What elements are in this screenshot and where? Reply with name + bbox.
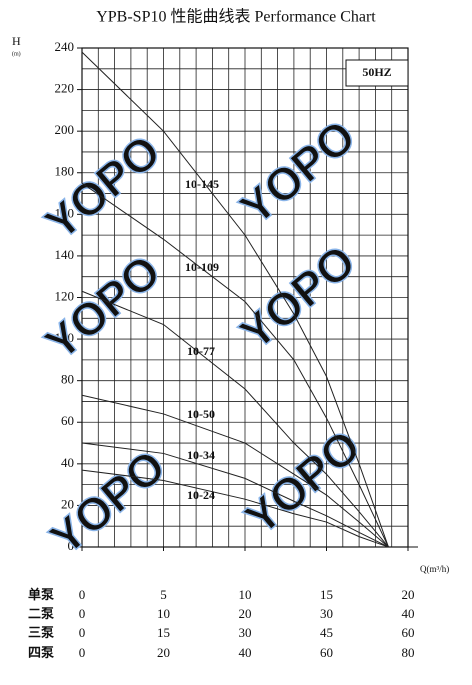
y-tick-label: 200	[55, 122, 75, 137]
x-tick-label: 0	[79, 645, 86, 660]
y-tick-label: 180	[55, 164, 75, 179]
curve	[81, 290, 389, 548]
y-tick-label: 140	[55, 247, 75, 262]
x-tick-label: 80	[402, 645, 415, 660]
y-tick-label: 240	[55, 39, 75, 54]
y-tick-label: 80	[61, 372, 74, 387]
x-axis-label: Q(m³/h)	[420, 564, 449, 574]
x-tick-label: 10	[157, 606, 170, 621]
curve-label: 10-109	[185, 260, 219, 274]
curve-label: 10-34	[187, 448, 215, 462]
y-tick-label: 40	[61, 455, 74, 470]
y-axis-label: H	[12, 34, 21, 48]
y-tick-label: 160	[55, 205, 75, 220]
frequency-label: 50HZ	[362, 65, 391, 79]
x-tick-label: 30	[239, 625, 252, 640]
watermark: YOPO	[230, 109, 365, 234]
x-tick-label: 5	[160, 587, 167, 602]
watermark: YOPO	[35, 244, 170, 369]
curve	[81, 442, 389, 548]
row-label: 三泵	[28, 625, 54, 640]
x-tick-label: 0	[79, 587, 86, 602]
x-tick-label: 20	[239, 606, 252, 621]
y-tick-label: 60	[61, 413, 74, 428]
x-tick-label: 60	[402, 625, 415, 640]
curve	[81, 469, 389, 548]
x-tick-label: 40	[239, 645, 252, 660]
x-tick-label: 30	[320, 606, 333, 621]
x-tick-label: 10	[239, 587, 252, 602]
row-label: 单泵	[28, 587, 54, 602]
curve	[81, 51, 389, 548]
y-axis-unit: (m)	[12, 50, 21, 57]
y-tick-label: 120	[55, 288, 75, 303]
y-tick-label: 0	[68, 538, 75, 553]
row-label: 四泵	[28, 645, 54, 660]
curve	[81, 182, 389, 548]
row-label: 二泵	[28, 606, 54, 621]
x-tick-label: 20	[402, 587, 415, 602]
x-tick-label: 0	[79, 625, 86, 640]
x-tick-label: 15	[157, 625, 170, 640]
watermark: YOPO	[230, 234, 365, 359]
x-tick-label: 0	[79, 606, 86, 621]
x-tick-label: 20	[157, 645, 170, 660]
y-tick-label: 220	[55, 81, 75, 96]
y-tick-label: 100	[55, 330, 75, 345]
watermark: YOPO	[35, 124, 170, 249]
curve-label: 10-77	[187, 344, 215, 358]
frequency-box	[345, 59, 409, 87]
y-tick-label: 20	[61, 496, 74, 511]
x-tick-label: 40	[402, 606, 415, 621]
chart-title: YPB-SP10 性能曲线表 Performance Chart	[96, 8, 376, 26]
x-tick-label: 15	[320, 587, 333, 602]
x-tick-label: 45	[320, 625, 333, 640]
curve-label: 10-145	[185, 177, 219, 191]
curve-label: 10-50	[187, 407, 215, 421]
curve	[81, 394, 389, 548]
x-tick-label: 60	[320, 645, 333, 660]
curve-label: 10-24	[187, 488, 215, 502]
